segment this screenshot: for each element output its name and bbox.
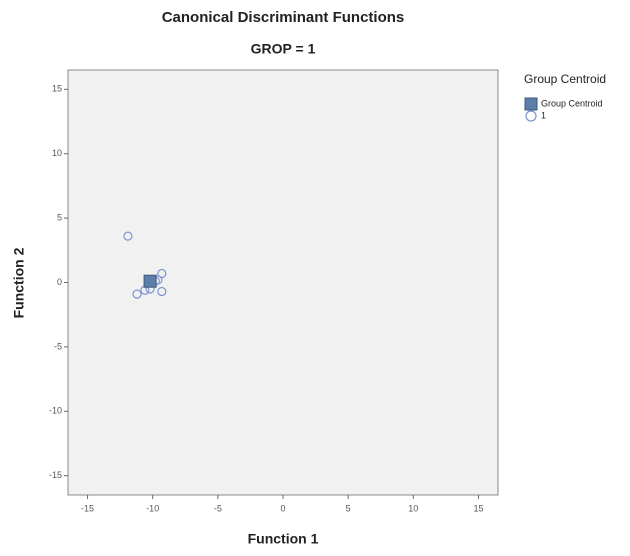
x-tick-label: 15: [473, 503, 483, 513]
y-tick-label: 5: [57, 212, 62, 222]
legend-label: Group Centroid: [541, 98, 603, 108]
chart-subtitle: GROP = 1: [251, 41, 316, 57]
chart: Canonical Discriminant Functions GROP = …: [0, 0, 630, 551]
x-tick-label: 0: [280, 503, 285, 513]
y-tick-label: -10: [49, 406, 62, 416]
y-axis-title: Function 2: [11, 247, 27, 318]
x-tick-label: 5: [346, 503, 351, 513]
legend-title: Group Centroid: [524, 72, 606, 86]
y-tick-label: 15: [52, 84, 62, 94]
x-tick-label: 10: [408, 503, 418, 513]
centroid: [144, 275, 156, 287]
legend-label: 1: [541, 110, 546, 120]
y-tick-label: -15: [49, 470, 62, 480]
x-tick-label: -10: [146, 503, 159, 513]
y-tick-label: 10: [52, 148, 62, 158]
chart-title: Canonical Discriminant Functions: [162, 9, 405, 26]
plot-area: [68, 70, 498, 495]
x-axis-title: Function 1: [248, 531, 319, 547]
legend-marker: [525, 98, 537, 110]
x-tick-label: -15: [81, 503, 94, 513]
y-tick-label: 0: [57, 277, 62, 287]
y-tick-label: -5: [54, 341, 62, 351]
x-tick-label: -5: [214, 503, 222, 513]
legend-marker: [526, 111, 536, 121]
